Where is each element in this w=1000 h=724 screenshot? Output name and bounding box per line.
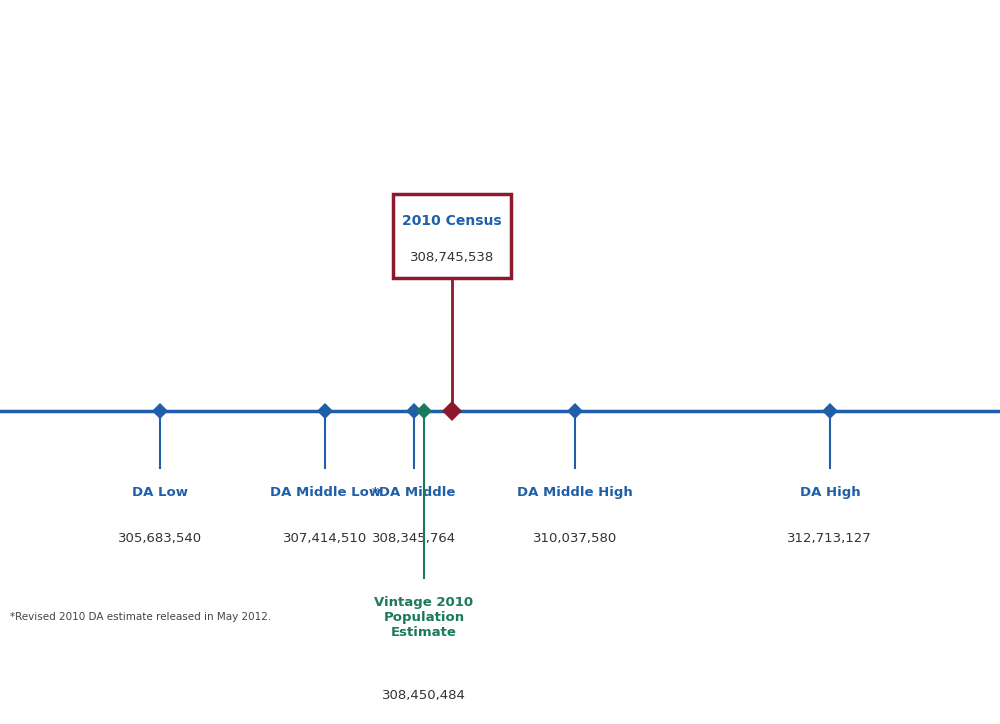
Text: DA Middle High: DA Middle High (517, 486, 633, 499)
Text: DA Middle Low: DA Middle Low (270, 486, 381, 499)
Text: 312,713,127: 312,713,127 (787, 532, 872, 545)
Text: 308,345,764: 308,345,764 (372, 532, 456, 545)
Text: and Population Estimates for April 1, 2010: and Population Estimates for April 1, 20… (50, 119, 950, 155)
Text: Vintage 2010
Population
Estimate: Vintage 2010 Population Estimate (374, 596, 473, 639)
Text: Source: 2010 Census, 2010 Demographic Analysis, and
Vintage 2010 Population Esti: Source: 2010 Census, 2010 Demographic An… (643, 664, 970, 691)
Text: 307,414,510: 307,414,510 (283, 532, 367, 545)
Text: 2010 Census, Demographic Analysis (DA): 2010 Census, Demographic Analysis (DA) (64, 54, 936, 90)
Text: *DA Middle: *DA Middle (372, 486, 456, 499)
Text: 305,683,540: 305,683,540 (118, 532, 202, 545)
Text: U.S. CENSUS BUREAU: U.S. CENSUS BUREAU (192, 678, 305, 689)
Text: 308,450,484: 308,450,484 (382, 689, 466, 702)
Text: Bureau: Bureau (16, 707, 48, 717)
Text: Census: Census (13, 669, 130, 697)
Text: *Revised 2010 DA estimate released in May 2012.: *Revised 2010 DA estimate released in Ma… (10, 613, 271, 623)
FancyBboxPatch shape (393, 194, 511, 278)
Text: DA High: DA High (800, 486, 860, 499)
Text: United States®: United States® (18, 647, 88, 656)
Text: DA Low: DA Low (132, 486, 188, 499)
Text: 308,745,538: 308,745,538 (410, 251, 494, 264)
Text: 2010 Census: 2010 Census (402, 214, 502, 228)
Text: U.S. Department of Commerce: U.S. Department of Commerce (192, 651, 420, 664)
Text: 310,037,580: 310,037,580 (533, 532, 617, 545)
Text: census.gov: census.gov (192, 700, 250, 710)
